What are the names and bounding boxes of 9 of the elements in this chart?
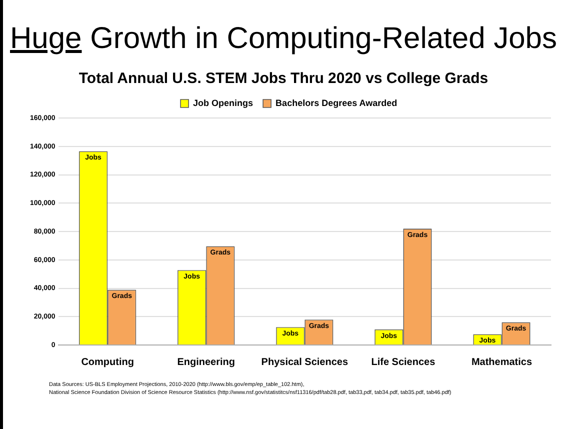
legend-label: Bachelors Degrees Awarded xyxy=(276,98,398,108)
x-tick-label: Engineering xyxy=(177,356,236,368)
legend-label: Job Openings xyxy=(193,98,254,108)
x-tick-label: Physical Sciences xyxy=(261,356,348,368)
chart-title: Huge Growth in Computing-Related Jobs xyxy=(9,21,558,56)
x-tick-label: Computing xyxy=(81,356,134,368)
x-tick-label: Mathematics xyxy=(471,356,532,368)
chart-subtitle: Total Annual U.S. STEM Jobs Thru 2020 vs College Grads xyxy=(78,70,490,87)
x-tick-label: Life Sciences xyxy=(371,356,436,368)
